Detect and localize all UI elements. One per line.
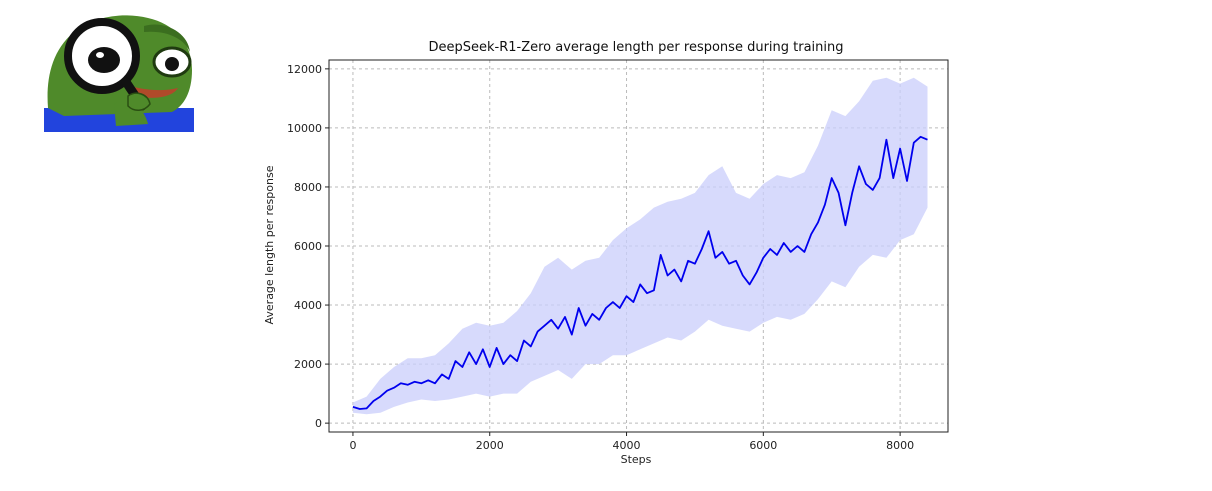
band-layer [352,77,928,415]
y-tick-label: 10000 [287,122,322,135]
variance-band [352,77,928,415]
magnifying-glass-frog-icon [44,12,194,132]
x-tick-label: 2000 [476,439,504,452]
x-tick-label: 0 [349,439,356,452]
series-line [352,135,928,410]
y-tick-label: 0 [315,417,322,430]
y-tick-label: 2000 [294,358,322,371]
ticks: 0 2000 4000 6000 8000 0 2000 4000 6000 8000 10000 1… [287,63,914,452]
line-layer [352,135,928,410]
meme-image [44,15,194,132]
y-tick-label: 4000 [294,299,322,312]
y-axis-title: Average length per response [263,165,276,324]
chart-title: DeepSeek-R1-Zero average length per resp… [428,40,843,55]
x-axis-title: Steps [621,453,652,466]
y-tick-label: 8000 [294,181,322,194]
x-tick-label: 8000 [886,439,914,452]
x-tick-label: 4000 [613,439,641,452]
y-tick-label: 12000 [287,63,322,76]
x-tick-label: 6000 [749,439,777,452]
y-tick-label: 6000 [294,240,322,253]
